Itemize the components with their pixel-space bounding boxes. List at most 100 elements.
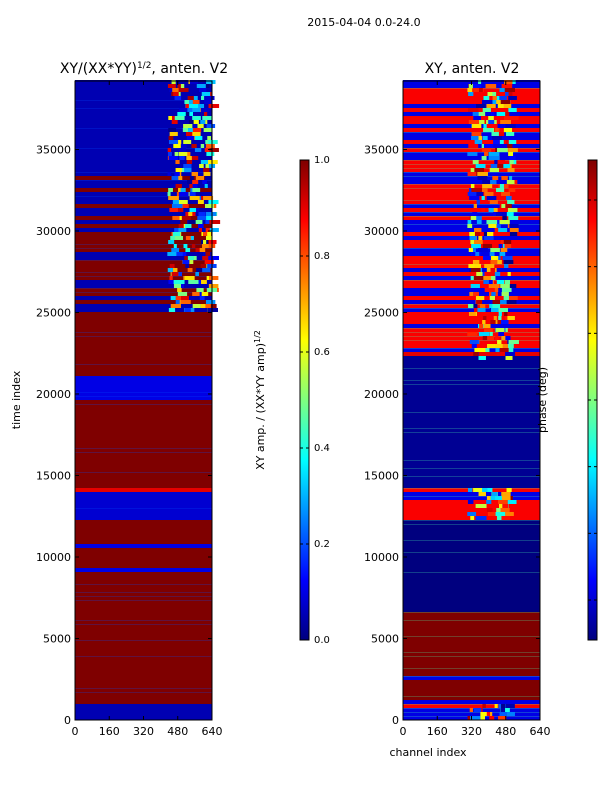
heatmap-speckle [189, 208, 197, 212]
heatmap-speckle [477, 176, 488, 180]
heatmap-speckle [189, 176, 194, 180]
heatmap-speckle [504, 352, 516, 356]
heatmap-speckle [506, 140, 511, 144]
heatmap-speckle [204, 184, 208, 188]
heatmap-speckle [478, 236, 483, 240]
heatmap-speckle [500, 508, 510, 512]
heatmap-speckle [500, 336, 511, 340]
heatmap-speckle [167, 148, 172, 152]
heatmap-speckle [501, 492, 511, 496]
heatmap-speckle [487, 92, 493, 96]
heatmap-speckle [206, 152, 215, 156]
heatmap-speckle [505, 204, 512, 208]
y-tick-label: 10000 [36, 551, 71, 564]
heatmap-speckle [483, 124, 490, 128]
heatmap-speckle [498, 316, 502, 320]
heatmap-speckle [489, 168, 500, 172]
heatmap-row [75, 548, 212, 552]
heatmap-speckle [498, 308, 508, 312]
heatmap-speckle [167, 192, 171, 196]
heatmap-speckle [180, 220, 188, 224]
heatmap-speckle [205, 304, 211, 308]
heatmap-speckle [467, 500, 474, 504]
heatmap-speckle [190, 184, 198, 188]
heatmap-row [75, 140, 212, 144]
y-tick-label: 25000 [36, 306, 71, 319]
heatmap-speckle [187, 268, 193, 272]
heatmap-speckle [169, 276, 173, 280]
heatmap-speckle [496, 508, 505, 512]
heatmap-speckle [503, 296, 509, 300]
heatmap-row [75, 612, 212, 616]
heatmap-row [75, 452, 212, 456]
heatmap-speckle [168, 128, 177, 132]
heatmap-speckle [493, 140, 500, 144]
heatmap-row [75, 380, 212, 384]
heatmap-speckle [475, 252, 480, 256]
heatmap-row [75, 400, 212, 404]
heatmap-speckle [205, 252, 211, 256]
heatmap-speckle [169, 264, 175, 268]
heatmap-row [403, 164, 540, 168]
heatmap-speckle [175, 160, 180, 164]
heatmap-speckle [482, 184, 493, 188]
heatmap-row [403, 632, 540, 636]
heatmap-speckle [470, 284, 480, 288]
heatmap-speckle [472, 260, 480, 264]
heatmap-row [75, 328, 212, 332]
heatmap-row [403, 160, 540, 164]
heatmap-speckle [495, 260, 502, 264]
heatmap-speckle [170, 236, 180, 240]
heatmap-speckle [185, 100, 195, 104]
heatmap-row [75, 308, 212, 312]
heatmap-speckle [203, 240, 207, 244]
heatmap-row [75, 332, 212, 336]
heatmap-row [403, 420, 540, 424]
heatmap-row [403, 576, 540, 580]
heatmap-row [75, 180, 212, 184]
phase-heatmap[interactable] [403, 80, 540, 720]
heatmap-speckle [209, 148, 219, 152]
heatmap-speckle [500, 284, 510, 288]
heatmap-speckle [501, 320, 509, 324]
heatmap-row [75, 692, 212, 696]
heatmap-row [403, 368, 540, 372]
heatmap-row [75, 640, 212, 644]
heatmap-speckle [489, 252, 495, 256]
heatmap-row [403, 592, 540, 596]
heatmap-row [75, 448, 212, 452]
heatmap-speckle [189, 184, 193, 188]
heatmap-speckle [505, 704, 515, 708]
heatmap-speckle [487, 336, 494, 340]
heatmap-speckle [203, 168, 210, 172]
heatmap-row [403, 508, 540, 512]
heatmap-speckle [184, 224, 192, 228]
heatmap-speckle [471, 136, 480, 140]
heatmap-row [403, 356, 540, 360]
heatmap-row [403, 296, 540, 300]
heatmap-speckle [172, 88, 179, 92]
heatmap-speckle [170, 296, 176, 300]
heatmap-row [75, 176, 212, 180]
heatmap-speckle [471, 132, 482, 136]
heatmap-speckle [493, 316, 497, 320]
heatmap-speckle [470, 304, 478, 308]
heatmap-speckle [208, 160, 218, 164]
heatmap-speckle [481, 276, 492, 280]
heatmap-row [75, 480, 212, 484]
heatmap-speckle [498, 500, 508, 504]
heatmap-speckle [501, 176, 508, 180]
heatmap-speckle [468, 264, 477, 268]
heatmap-row [75, 688, 212, 692]
heatmap-speckle [488, 284, 500, 288]
heatmap-speckle [483, 96, 490, 100]
heatmap-row [403, 412, 540, 416]
heatmap-speckle [482, 108, 491, 112]
heatmap-speckle [205, 140, 211, 144]
heatmap-row [75, 364, 212, 368]
heatmap-row [75, 428, 212, 432]
heatmap-row [403, 128, 540, 132]
heatmap-row [75, 136, 212, 140]
y-tick-label: 15000 [364, 469, 399, 482]
amplitude-heatmap[interactable] [75, 80, 221, 720]
